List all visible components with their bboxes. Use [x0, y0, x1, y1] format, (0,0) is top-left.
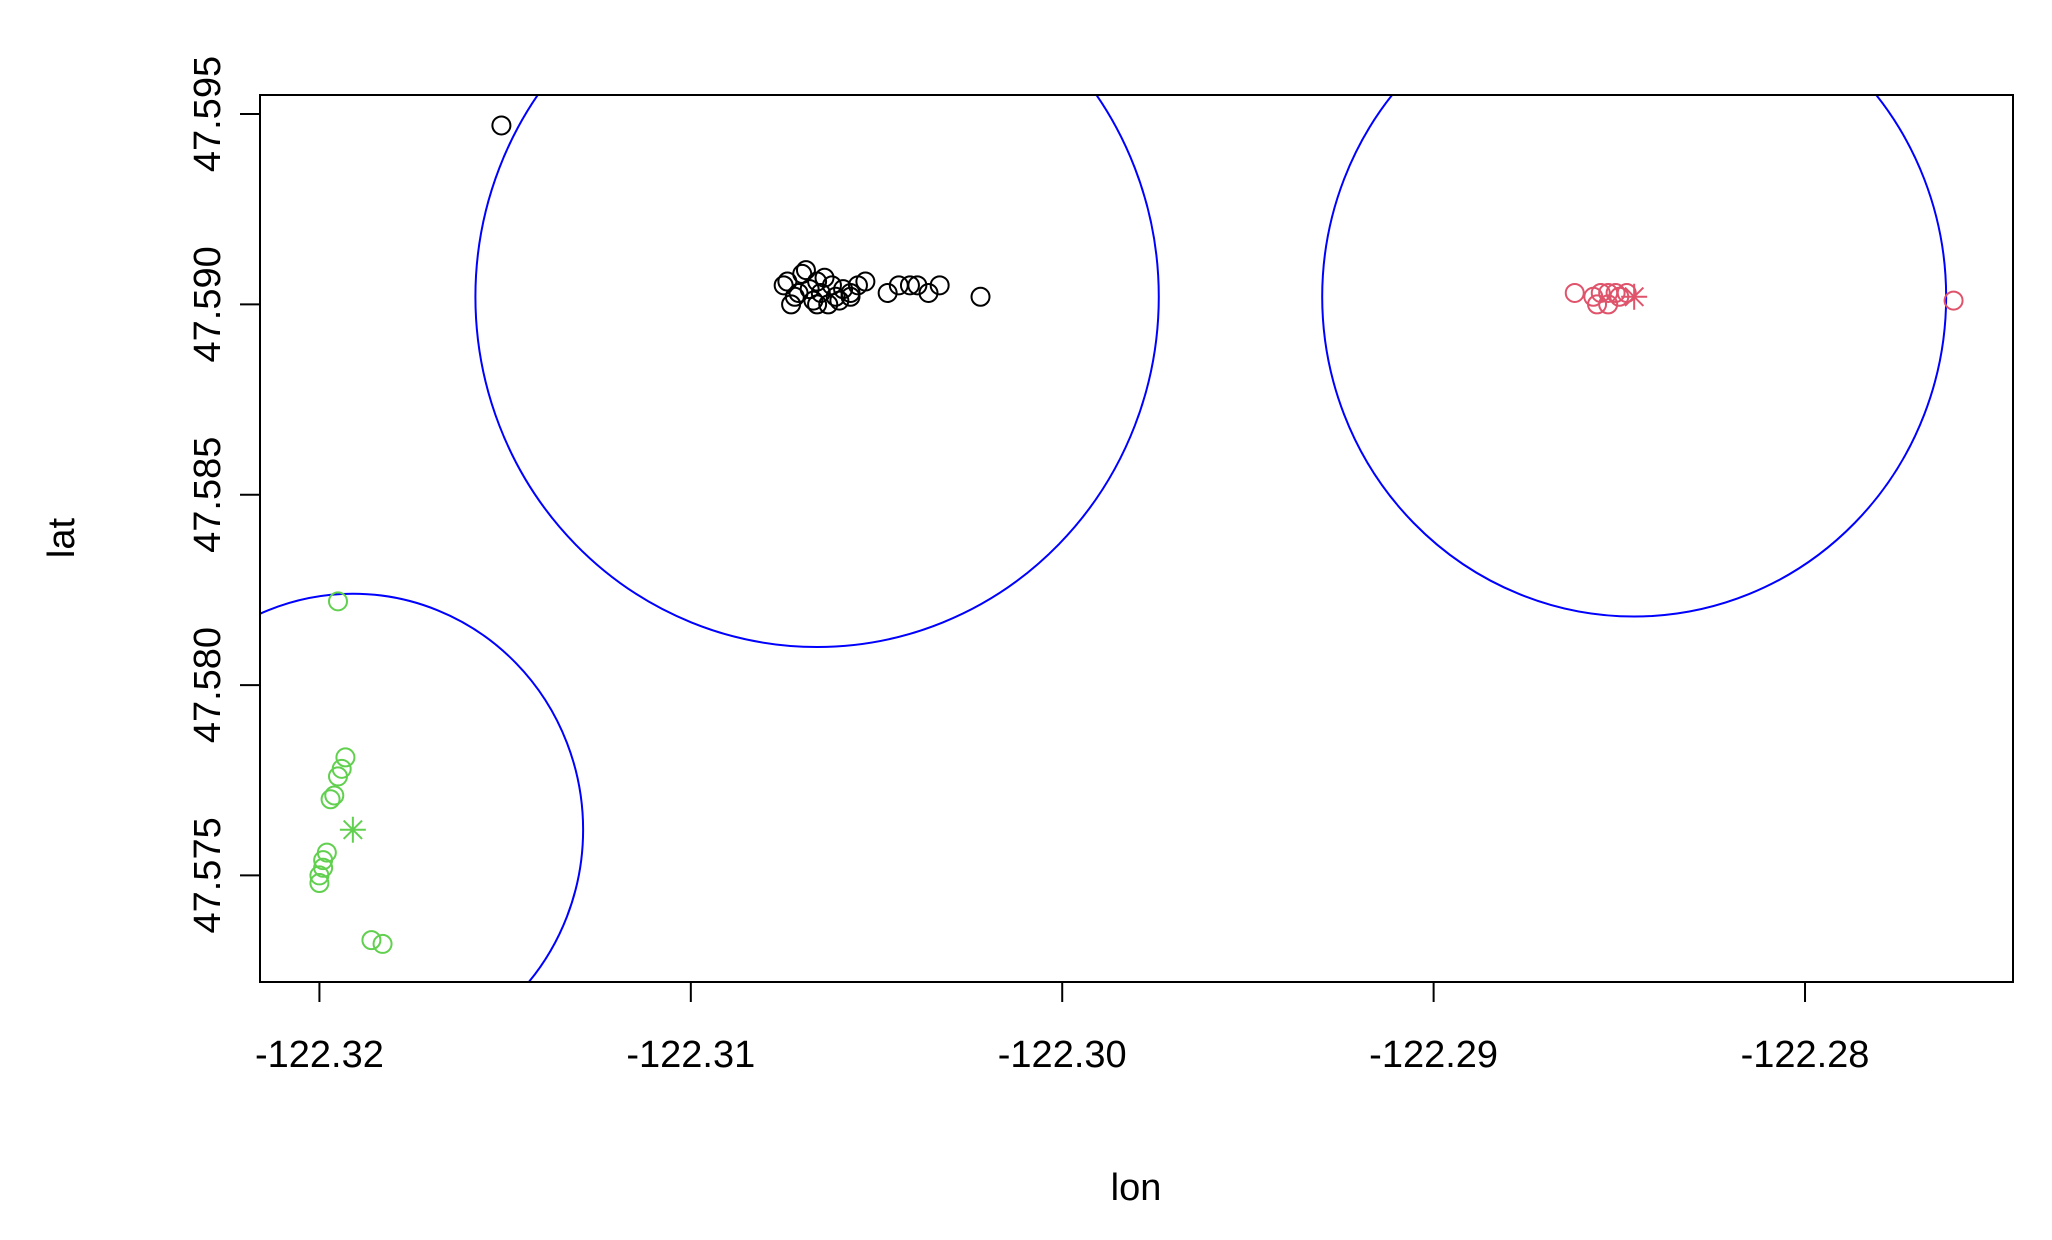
x-axis: -122.32 -122.31 -122.30 -122.29 -122.28 — [255, 981, 1870, 1076]
y-tick-label-5: 47.595 — [187, 56, 229, 172]
point-s3-8 — [313, 850, 334, 871]
x-tick-label-2: -122.31 — [626, 1034, 755, 1076]
point-s3-1 — [327, 591, 348, 612]
point-s1-15 — [814, 267, 835, 288]
point-s1-22 — [840, 286, 861, 307]
point-s1-9 — [818, 294, 839, 315]
x-tick-label-4: -122.29 — [1369, 1034, 1498, 1076]
point-s1-27 — [907, 275, 928, 296]
point-s1-24 — [877, 282, 898, 303]
point-s1-8 — [810, 282, 831, 303]
point-s3-12 — [361, 930, 382, 951]
plot-marks — [260, 95, 1964, 982]
point-s3-13 — [372, 933, 393, 954]
point-s1-26 — [899, 275, 920, 296]
point-s1-21 — [807, 294, 828, 315]
y-axis: 47.575 47.580 47.585 47.590 47.595 — [187, 56, 261, 934]
y-tick-label-3: 47.585 — [187, 437, 229, 553]
point-s1-13 — [781, 294, 802, 315]
y-axis-label: lat — [41, 517, 83, 558]
point-s1-28 — [918, 282, 939, 303]
x-tick-label-5: -122.28 — [1741, 1034, 1870, 1076]
point-s2-10 — [1943, 290, 1964, 311]
point-s1-29 — [929, 275, 950, 296]
center-marker-2 — [339, 816, 366, 843]
point-s3-4 — [327, 766, 348, 787]
point-s2-5 — [1605, 282, 1626, 303]
point-s1-14 — [777, 271, 798, 292]
x-tick-label-3: -122.30 — [998, 1034, 1127, 1076]
point-s1-11 — [825, 286, 846, 307]
point-s2-3 — [1590, 282, 1611, 303]
point-s2-1 — [1564, 282, 1585, 303]
point-s1-12 — [795, 260, 816, 281]
point-s2-9 — [1616, 282, 1637, 303]
point-s2-7 — [1598, 294, 1619, 315]
point-s3-11 — [309, 873, 330, 894]
point-s1-1 — [491, 115, 512, 136]
point-s3-6 — [320, 789, 341, 810]
range-circle-3 — [260, 592, 585, 982]
y-tick-label-1: 47.575 — [187, 817, 229, 933]
point-s1-20 — [788, 282, 809, 303]
point-s1-16 — [829, 290, 850, 311]
point-s3-2 — [335, 747, 356, 768]
point-s1-23 — [855, 271, 876, 292]
range-circle-1 — [474, 95, 1160, 648]
point-s3-5 — [324, 785, 345, 806]
x-axis-label: lon — [1111, 1167, 1162, 1209]
x-tick-label-1: -122.32 — [255, 1034, 384, 1076]
point-s1-30 — [970, 286, 991, 307]
point-s2-6 — [1587, 294, 1608, 315]
y-tick-label-4: 47.590 — [187, 246, 229, 362]
center-marker-1 — [1621, 283, 1648, 310]
point-s3-10 — [309, 865, 330, 886]
y-tick-label-2: 47.580 — [187, 627, 229, 743]
plot-frame — [259, 94, 2014, 983]
